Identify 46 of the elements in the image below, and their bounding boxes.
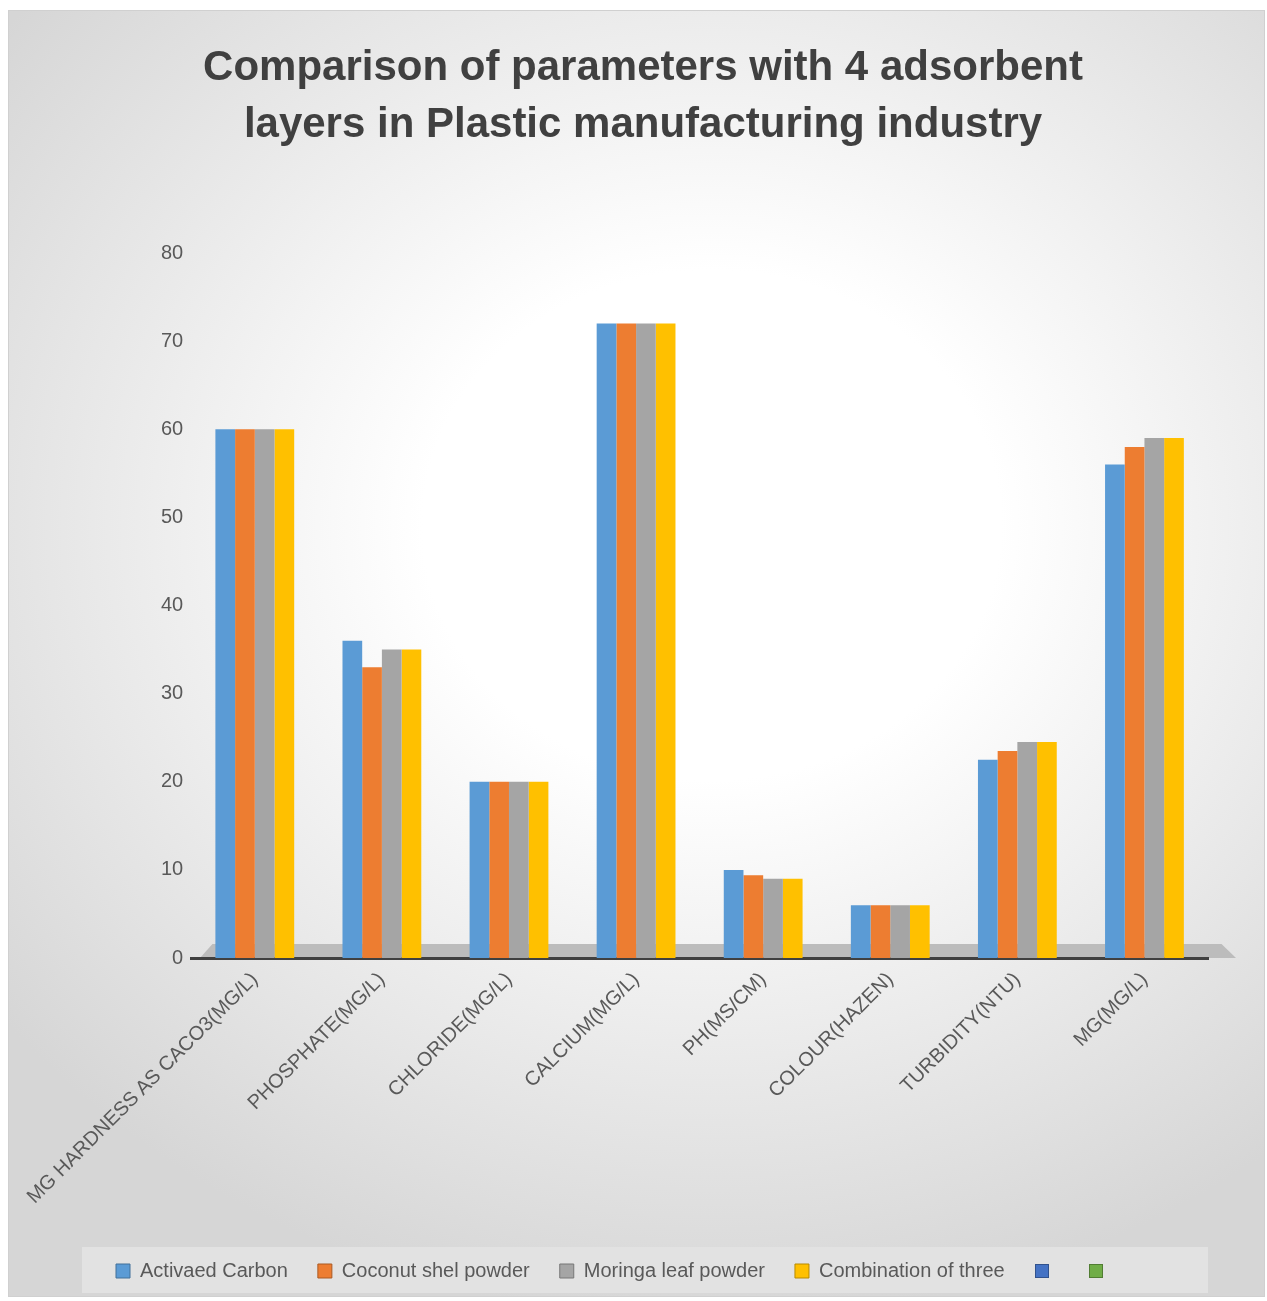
- bar: [655, 323, 676, 958]
- bar: [1037, 742, 1057, 958]
- y-tick-label: 50: [161, 504, 184, 527]
- y-tick-label: 0: [172, 945, 184, 968]
- bar: [235, 429, 255, 958]
- y-tick-label: 30: [161, 681, 184, 704]
- y-tick-label: 80: [161, 240, 184, 263]
- legend-label: Activaed Carbon: [140, 1258, 288, 1281]
- bar: [616, 323, 637, 958]
- chart-title: Comparison of parameters with 4 adsorbent layers in Plastic manufacturing industry: [202, 41, 1084, 148]
- bar: [636, 323, 656, 958]
- bar: [850, 905, 871, 958]
- legend-label: Combination of three: [818, 1258, 1005, 1281]
- bar: [763, 878, 783, 958]
- bar: [528, 781, 549, 958]
- y-tick-label: 40: [161, 593, 184, 616]
- bar: [342, 640, 363, 958]
- y-tick-label: 20: [161, 769, 184, 792]
- bar: [1105, 464, 1125, 958]
- bar: [469, 781, 490, 958]
- bar: [362, 667, 382, 958]
- y-tick-label: 10: [161, 857, 184, 880]
- y-tick-label: 60: [161, 416, 184, 439]
- bar: [782, 878, 803, 958]
- legend-label: Coconut shel powder: [341, 1258, 531, 1281]
- bar: [1164, 438, 1184, 958]
- bar: [997, 750, 1018, 958]
- bar: [215, 429, 236, 958]
- bar: [870, 905, 891, 958]
- bar: [381, 649, 402, 958]
- bar: [890, 905, 910, 958]
- bar: [723, 869, 744, 958]
- bar: [1017, 742, 1038, 958]
- bar: [743, 875, 764, 958]
- bar: [909, 905, 930, 958]
- bar: [489, 781, 509, 958]
- bar: [977, 759, 998, 958]
- bar: [401, 649, 422, 958]
- bar: [508, 781, 529, 958]
- y-tick-label: 70: [161, 328, 184, 351]
- bar: [1124, 446, 1145, 958]
- bar: [596, 323, 617, 958]
- bar: [1144, 438, 1165, 958]
- legend-label: Moringa leaf powder: [583, 1258, 766, 1281]
- bar: [254, 429, 275, 958]
- bar: [274, 429, 295, 958]
